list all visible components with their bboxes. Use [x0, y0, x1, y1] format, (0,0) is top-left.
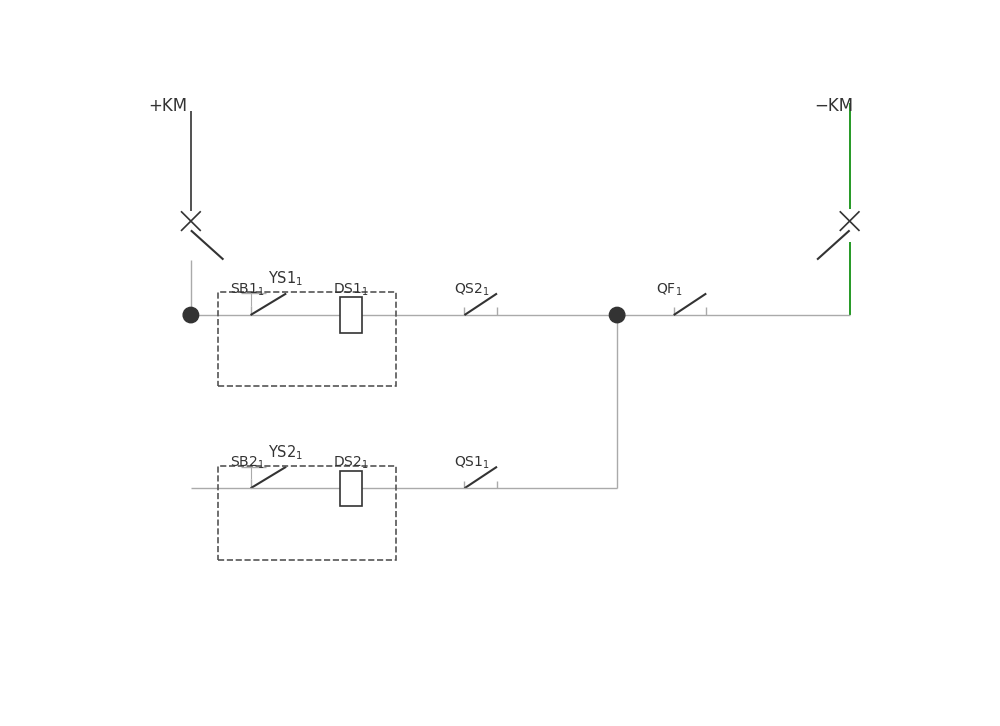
Bar [218, 466, 396, 560]
Bar [218, 292, 396, 386]
Bar [340, 298, 362, 333]
Text: YS1$_1$: YS1$_1$ [268, 269, 304, 288]
Text: SB2$_1$: SB2$_1$ [230, 455, 264, 471]
Circle shape [609, 307, 625, 323]
Text: SB1$_1$: SB1$_1$ [230, 282, 264, 298]
Text: QF$_1$: QF$_1$ [656, 282, 682, 298]
Text: +KM: +KM [148, 97, 187, 115]
Text: YS2$_1$: YS2$_1$ [268, 444, 304, 462]
Text: DS2$_1$: DS2$_1$ [333, 455, 368, 471]
Text: DS1$_1$: DS1$_1$ [333, 282, 368, 298]
Circle shape [183, 307, 199, 323]
Text: QS1$_1$: QS1$_1$ [454, 455, 490, 471]
Bar [340, 470, 362, 506]
Text: −KM: −KM [815, 97, 854, 115]
Text: QS2$_1$: QS2$_1$ [454, 282, 490, 298]
